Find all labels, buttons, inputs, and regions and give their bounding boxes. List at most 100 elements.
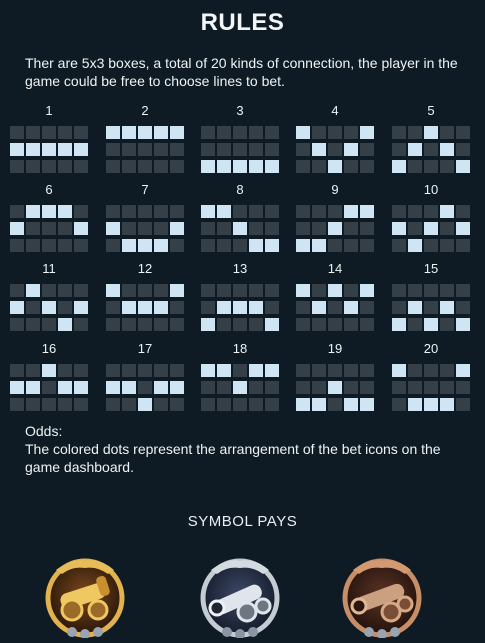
payline-cell-active — [249, 239, 263, 252]
payline-cell-active — [42, 364, 56, 377]
payline-pattern — [10, 126, 90, 173]
payline-cell-active — [154, 239, 168, 252]
odds-description: The colored dots represent the arrangeme… — [25, 441, 441, 475]
payline-cell-active — [328, 222, 342, 235]
rules-intro-text: Ther are 5x3 boxes, a total of 20 kinds … — [25, 55, 458, 89]
payline-cell — [249, 398, 263, 411]
payline-pattern — [392, 364, 472, 411]
payline-cell — [249, 381, 263, 394]
payline-cell — [58, 284, 72, 297]
payline-cell-active — [392, 222, 406, 235]
payline-cell — [296, 143, 310, 156]
payline-number: 20 — [423, 341, 439, 356]
payline-cell-active — [201, 160, 215, 173]
payline-cell — [154, 284, 168, 297]
payline-cell — [26, 398, 40, 411]
payline-cell-active — [58, 205, 72, 218]
payline-cell — [328, 364, 342, 377]
payline-cell-active — [122, 239, 136, 252]
payline-cell-active — [217, 301, 231, 314]
payline-pattern — [296, 126, 376, 173]
payline-cell — [265, 398, 279, 411]
payline-cell — [424, 381, 438, 394]
payline-cell-active — [265, 318, 279, 331]
symbol-pays-title: SYMBOL PAYS — [187, 513, 298, 530]
payline-cell — [249, 284, 263, 297]
payline-cell — [10, 126, 24, 139]
payline-cell — [170, 205, 184, 218]
payline-cell — [217, 239, 231, 252]
payline-cell-active — [138, 301, 152, 314]
payline-cell — [408, 284, 422, 297]
payline-cell-active — [233, 301, 247, 314]
payline-cell-active — [312, 143, 326, 156]
payline-cell — [26, 222, 40, 235]
payline-cell-active — [154, 301, 168, 314]
payline-cell — [74, 205, 88, 218]
payline-cell-active — [233, 222, 247, 235]
payline-cell — [312, 381, 326, 394]
payline-cell — [424, 143, 438, 156]
payline-cell-active — [344, 143, 358, 156]
payline-cell — [233, 318, 247, 331]
payline-cell-active — [296, 239, 310, 252]
payline-cell — [122, 364, 136, 377]
payline-cell-active — [328, 284, 342, 297]
payline-cell-active — [440, 301, 454, 314]
payline-cell — [408, 364, 422, 377]
payline-cell-active — [424, 126, 438, 139]
payline-cell — [233, 205, 247, 218]
payline-cell — [265, 381, 279, 394]
payline-cell — [122, 160, 136, 173]
payline-cell — [217, 398, 231, 411]
payline-cell — [408, 381, 422, 394]
payline-cell — [10, 364, 24, 377]
payline-cell-active — [312, 239, 326, 252]
payline-cell — [106, 301, 120, 314]
payline-cell — [42, 222, 56, 235]
payline-cell-active — [296, 398, 310, 411]
payline-cell-active — [58, 143, 72, 156]
payline-cell — [312, 222, 326, 235]
payline-cell — [58, 160, 72, 173]
payline-pattern — [296, 364, 376, 411]
payline-cell — [217, 284, 231, 297]
payline-cell-active — [26, 381, 40, 394]
payline-cell — [74, 126, 88, 139]
payline-cell — [122, 222, 136, 235]
payline-cell — [312, 364, 326, 377]
page-title: RULES — [200, 9, 285, 36]
payline-cell — [360, 318, 374, 331]
payline-cell-active — [456, 222, 470, 235]
payline-cell — [42, 284, 56, 297]
payline-cell-active — [170, 284, 184, 297]
payline-number: 12 — [137, 261, 153, 276]
payline-cell — [265, 301, 279, 314]
symbol-silver-cannon — [197, 552, 283, 639]
payline-cell — [328, 239, 342, 252]
paylines-grid: 1 2 3 4 5 6 7 8 9 10 11 12 13 14 15 16 17 18 19 20 — [10, 103, 472, 411]
payline-cell — [138, 160, 152, 173]
payline-pattern — [10, 284, 90, 331]
payline-cell-active — [42, 205, 56, 218]
payline-cell — [440, 318, 454, 331]
payline-cell — [408, 205, 422, 218]
payline-number: 17 — [137, 341, 153, 356]
payline-pattern — [201, 364, 281, 411]
payline-cell-active — [440, 398, 454, 411]
payline-cell — [344, 126, 358, 139]
payline-cell — [456, 239, 470, 252]
payline-number: 2 — [141, 103, 149, 118]
payline-cell — [456, 398, 470, 411]
payline-cell — [392, 284, 406, 297]
payline-cell — [296, 364, 310, 377]
payline-cell — [328, 205, 342, 218]
payline-cell — [440, 222, 454, 235]
payline-cell — [106, 143, 120, 156]
payline-cell-active — [424, 318, 438, 331]
payline-cell — [344, 318, 358, 331]
payline-cell — [106, 205, 120, 218]
payline-cell — [440, 364, 454, 377]
payline-cell-active — [106, 126, 120, 139]
payline-cell — [58, 222, 72, 235]
